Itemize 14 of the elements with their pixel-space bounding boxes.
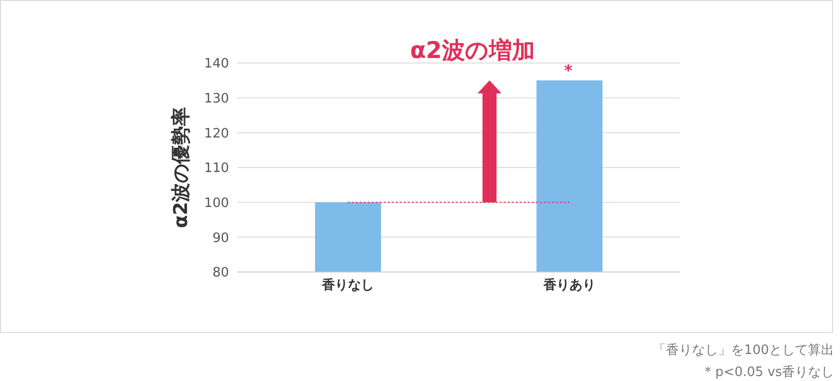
x-tick-label: 香りあり [542, 277, 596, 294]
y-tick-label: 110 [204, 161, 229, 176]
annotation: * [564, 61, 574, 80]
y-tick-label: 120 [204, 126, 229, 142]
y-tick-label: 140 [204, 56, 229, 72]
y-tick-label: 80 [212, 266, 229, 281]
x-tick-label: 香りなし [320, 277, 374, 294]
y-axis-title: α2波の優勢率 [170, 106, 192, 228]
y-tick-label: 90 [212, 230, 229, 246]
y-tick-label: 100 [204, 196, 229, 211]
annotation: α2波の増加 [410, 37, 535, 64]
text: 「香りなし」を100として算出 [653, 342, 834, 359]
text: * p<0.05 vs香りなし [704, 364, 834, 381]
y-tick-label: 130 [204, 91, 229, 106]
